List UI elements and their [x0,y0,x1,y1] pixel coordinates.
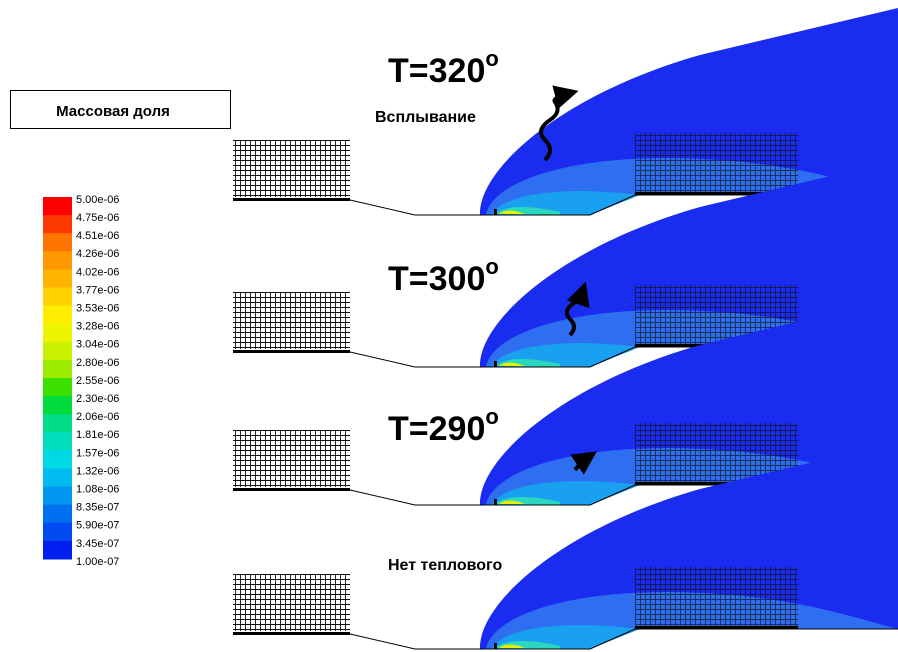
colorbar-label: 1.00e-07 [76,556,119,568]
legend-title: Массовая доля [56,103,170,120]
colorbar-label: 2.06e-06 [76,411,119,423]
colorbar-segment [43,469,72,488]
colorbar: 5.00e-06 4.75e-06 4.51e-06 4.26e-06 4.02e-06… [43,194,119,568]
colorbar-segment [43,197,72,216]
figure: Массовая доля Всплывание Нет теплового T… [0,0,898,652]
colorbar-segment [43,324,72,343]
colorbar-label: 2.80e-06 [76,357,119,369]
colorbar-segment [43,541,72,560]
colorbar-segment [43,487,72,506]
page: Массовая доля Всплывание Нет теплового T… [0,0,898,652]
colorbar-label: 3.45e-07 [76,538,119,550]
colorbar-label: 8.35e-07 [76,502,119,514]
colorbar-label: 2.30e-06 [76,393,119,405]
colorbar-label: 4.02e-06 [76,266,119,278]
colorbar-label: 3.77e-06 [76,284,119,296]
panel-caption: Нет теплового [388,557,503,574]
colorbar-label: 4.51e-06 [76,230,119,242]
colorbar-segment [43,414,72,433]
panel-label: T=290o [388,404,499,448]
colorbar-label: 2.55e-06 [76,375,119,387]
colorbar-segment [43,432,72,451]
colorbar-label: 4.75e-06 [76,212,119,224]
colorbar-label: 1.32e-06 [76,465,119,477]
colorbar-label: 1.57e-06 [76,447,119,459]
panel-label: T=320o [388,46,499,90]
panel-label: T=300o [388,254,499,298]
colorbar-segment [43,251,72,270]
colorbar-segment [43,505,72,524]
colorbar-segment [43,288,72,307]
colorbar-segment [43,523,72,542]
colorbar-label: 3.53e-06 [76,303,119,315]
colorbar-segment [43,360,72,379]
colorbar-segment [43,215,72,234]
colorbar-label: 5.00e-06 [76,194,119,206]
colorbar-label: 1.08e-06 [76,484,119,496]
colorbar-segment [43,306,72,325]
colorbar-segment [43,269,72,288]
colorbar-segment [43,450,72,469]
colorbar-segment [43,233,72,252]
colorbar-segment [43,396,72,415]
colorbar-segment [43,378,72,397]
colorbar-label: 1.81e-06 [76,429,119,441]
panel-caption: Всплывание [375,109,476,126]
colorbar-label: 3.04e-06 [76,339,119,351]
colorbar-label: 4.26e-06 [76,248,119,260]
colorbar-segment [43,342,72,361]
colorbar-label: 3.28e-06 [76,321,119,333]
colorbar-label: 5.90e-07 [76,520,119,532]
